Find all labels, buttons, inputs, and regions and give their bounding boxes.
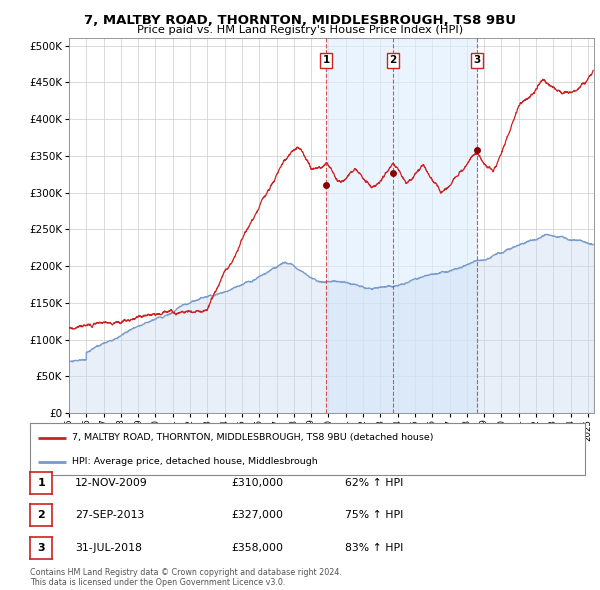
Text: 1: 1 <box>323 55 330 65</box>
Text: 27-SEP-2013: 27-SEP-2013 <box>75 510 145 520</box>
Text: 7, MALTBY ROAD, THORNTON, MIDDLESBROUGH, TS8 9BU: 7, MALTBY ROAD, THORNTON, MIDDLESBROUGH,… <box>84 14 516 27</box>
Text: 83% ↑ HPI: 83% ↑ HPI <box>345 543 403 552</box>
Text: 2: 2 <box>389 55 397 65</box>
Text: 3: 3 <box>37 543 45 553</box>
Text: 75% ↑ HPI: 75% ↑ HPI <box>345 510 403 520</box>
Text: £327,000: £327,000 <box>231 510 283 520</box>
Text: 2: 2 <box>37 510 45 520</box>
Bar <box>326 38 477 413</box>
Text: 12-NOV-2009: 12-NOV-2009 <box>75 478 148 487</box>
Text: £310,000: £310,000 <box>231 478 283 487</box>
Text: 7, MALTBY ROAD, THORNTON, MIDDLESBROUGH, TS8 9BU (detached house): 7, MALTBY ROAD, THORNTON, MIDDLESBROUGH,… <box>71 433 433 442</box>
Text: 1: 1 <box>37 478 45 488</box>
Text: HPI: Average price, detached house, Middlesbrough: HPI: Average price, detached house, Midd… <box>71 457 317 467</box>
Text: £358,000: £358,000 <box>231 543 283 552</box>
Text: Price paid vs. HM Land Registry's House Price Index (HPI): Price paid vs. HM Land Registry's House … <box>137 25 463 35</box>
Text: 62% ↑ HPI: 62% ↑ HPI <box>345 478 403 487</box>
Text: 3: 3 <box>473 55 481 65</box>
Text: Contains HM Land Registry data © Crown copyright and database right 2024.
This d: Contains HM Land Registry data © Crown c… <box>30 568 342 587</box>
Text: 31-JUL-2018: 31-JUL-2018 <box>75 543 142 552</box>
